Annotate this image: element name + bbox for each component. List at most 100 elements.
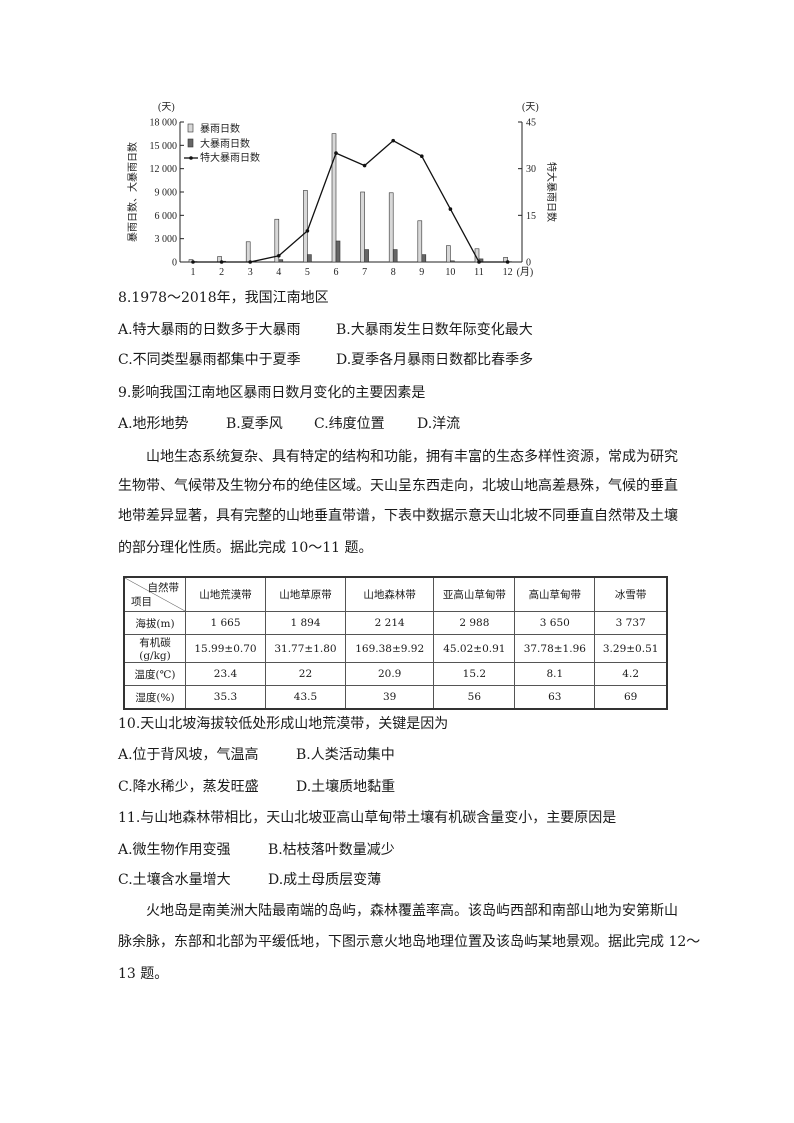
row-label: 温度(℃) xyxy=(123,662,186,686)
column-header: 山地荒漠带 xyxy=(185,576,266,612)
table-cell: 31.77±1.80 xyxy=(264,634,346,663)
table-header-row: 自然带 项目 山地荒漠带 山地草原带 山地森林带 亚高山草甸带 高山草甸带 冰雪带 xyxy=(123,576,668,612)
q9-option-d[interactable]: D.洋流 xyxy=(417,416,461,432)
table-cell: 69 xyxy=(594,685,668,710)
q9-option-c[interactable]: C.纬度位置 xyxy=(314,416,385,432)
x-tick-label: 12 xyxy=(503,267,513,278)
q8-options-row2: C.不同类型暴雨都集中于夏季 D.夏季各月暴雨日数都比春季多 xyxy=(118,350,561,370)
table-cell: 43.5 xyxy=(264,685,346,710)
table-row: 温度(℃) 23.4 22 20.9 15.2 8.1 4.2 xyxy=(123,662,668,686)
table-cell: 20.9 xyxy=(344,662,435,686)
q10-options-row1: A.位于背风坡，气温高 B.人类活动集中 xyxy=(118,745,423,765)
table-cell: 3 737 xyxy=(594,611,668,635)
x-tick-label: 6 xyxy=(334,267,339,278)
column-header: 亚高山草甸带 xyxy=(433,576,516,612)
table-cell: 8.1 xyxy=(514,662,596,686)
point-extreme-rainstorm-days xyxy=(334,151,338,155)
table-corner: 自然带 项目 xyxy=(123,576,186,612)
passage2-line: 火地岛是南美洲大陆最南端的岛屿，森林覆盖率高。该岛屿西部和南部山地为安第斯山 xyxy=(146,903,678,919)
right-axis-unit: (天) xyxy=(522,102,539,113)
right-axis-label: 特大暴雨日数 xyxy=(545,162,558,222)
point-extreme-rainstorm-days xyxy=(191,260,195,264)
bar-rainstorm-days xyxy=(245,241,251,263)
column-header: 冰雪带 xyxy=(594,576,668,612)
q10-option-c[interactable]: C.降水稀少，蒸发旺盛 xyxy=(118,779,259,795)
point-extreme-rainstorm-days xyxy=(277,253,281,258)
x-tick-label: 7 xyxy=(362,267,367,278)
x-tick-label: 5 xyxy=(305,267,310,278)
q10-option-a[interactable]: A.位于背风坡，气温高 xyxy=(118,747,259,763)
table-cell: 63 xyxy=(514,685,596,710)
q10-option-b[interactable]: B.人类活动集中 xyxy=(296,747,395,763)
bar-heavy-rainstorm-days xyxy=(421,254,427,263)
table-cell: 45.02±0.91 xyxy=(433,634,516,663)
x-tick-label: 11 xyxy=(474,267,484,278)
q8-option-a[interactable]: A.特大暴雨的日数多于大暴雨 xyxy=(118,322,301,338)
q8-stem: 8.1978～2018年，我国江南地区 xyxy=(118,290,329,306)
q9-option-b[interactable]: B.夏季风 xyxy=(226,416,283,432)
point-extreme-rainstorm-days xyxy=(420,154,424,159)
table-cell: 15.2 xyxy=(433,662,516,686)
point-extreme-rainstorm-days xyxy=(219,260,224,264)
passage1-line: 的部分理化性质。据此完成 10～11 题。 xyxy=(118,540,373,556)
x-tick-label: 8 xyxy=(391,267,396,278)
q10-stem: 10.天山北坡海拔较低处形成山地荒漠带，关键是因为 xyxy=(118,716,449,732)
bar-rainstorm-days xyxy=(417,220,423,263)
q11-option-c[interactable]: C.土壤含水量增大 xyxy=(118,872,231,888)
bar-heavy-rainstorm-days xyxy=(335,240,341,263)
point-extreme-rainstorm-days xyxy=(505,260,510,264)
table-row: 湿度(%) 35.3 43.5 39 56 63 69 xyxy=(123,685,668,710)
table-cell: 2 214 xyxy=(344,611,435,635)
bar-heavy-rainstorm-days xyxy=(278,259,284,263)
q8-option-d[interactable]: D.夏季各月暴雨日数都比春季多 xyxy=(336,352,534,368)
left-tick-label: 0 xyxy=(172,258,177,269)
q11-option-d[interactable]: D.成土母质层变薄 xyxy=(268,872,382,888)
passage1-line: 地带差异显著，具有完整的山地垂直带谱，下表中数据示意天山北坡不同垂直自然带及土壤 xyxy=(118,508,678,524)
left-tick-label: 15 000 xyxy=(150,141,178,152)
q9-option-a[interactable]: A.地形地势 xyxy=(118,416,189,432)
q11-option-b[interactable]: B.枯枝落叶数量减少 xyxy=(268,842,395,858)
passage1-line: 生物带、气候带及生物分布的绝佳区域。天山呈东西走向，北坡山地高差悬殊，气候的垂直 xyxy=(118,478,678,494)
table-cell: 2 988 xyxy=(433,611,516,635)
x-tick-label: 9 xyxy=(419,267,424,278)
x-tick-label: 10 xyxy=(445,267,455,278)
q8-options-row1: A.特大暴雨的日数多于大暴雨 B.大暴雨发生日数年际变化最大 xyxy=(118,320,561,340)
q8-option-b[interactable]: B.大暴雨发生日数年际变化最大 xyxy=(336,322,533,338)
table-cell: 37.78±1.96 xyxy=(514,634,596,663)
left-tick-label: 3 000 xyxy=(155,234,178,245)
point-extreme-rainstorm-days xyxy=(305,229,310,233)
row-label: 有机碳(g/kg) xyxy=(123,634,186,663)
row-label: 海拔(m) xyxy=(123,611,186,635)
x-axis-unit: (月) xyxy=(517,266,534,278)
bar-rainstorm-days xyxy=(360,191,365,263)
q8-option-c[interactable]: C.不同类型暴雨都集中于夏季 xyxy=(118,352,301,368)
q10-option-d[interactable]: D.土壤质地黏重 xyxy=(296,779,396,795)
table-row: 有机碳(g/kg) 15.99±0.70 31.77±1.80 169.38±9.92… xyxy=(123,634,668,663)
bar-heavy-rainstorm-days xyxy=(450,260,455,263)
table-cell: 3 650 xyxy=(514,611,596,635)
table-cell: 56 xyxy=(433,685,516,710)
left-tick-label: 18 000 xyxy=(150,118,178,129)
q10-options-row2: C.降水稀少，蒸发旺盛 D.土壤质地黏重 xyxy=(118,777,423,797)
bar-heavy-rainstorm-days xyxy=(364,249,369,263)
left-tick-label: 12 000 xyxy=(150,164,178,175)
legend-label: 大暴雨日数 xyxy=(200,137,250,150)
row-label: 湿度(%) xyxy=(123,685,186,710)
passage2-line: 13 题。 xyxy=(118,966,169,982)
q11-option-a[interactable]: A.微生物作用变强 xyxy=(118,842,231,858)
point-extreme-rainstorm-days xyxy=(477,260,481,264)
table-cell: 23.4 xyxy=(185,662,266,686)
passage2-line: 脉余脉，东部和北部为平缓低地，下图示意火地岛地理位置及该岛屿某地景观。据此完成 … xyxy=(118,934,701,950)
bar-heavy-rainstorm-days xyxy=(307,254,312,263)
x-tick-label: 1 xyxy=(191,267,196,278)
legend-label: 特大暴雨日数 xyxy=(200,151,260,164)
bar-rainstorm-days xyxy=(331,133,337,263)
table-cell: 4.2 xyxy=(594,662,668,686)
x-tick-label: 4 xyxy=(276,267,281,278)
table-cell: 3.29±0.51 xyxy=(594,634,668,663)
bar-rainstorm-days xyxy=(388,192,394,263)
table-row: 海拔(m) 1 665 1 894 2 214 2 988 3 650 3 737 xyxy=(123,611,668,635)
table-cell: 39 xyxy=(344,685,435,710)
bar-rainstorm-days xyxy=(303,190,308,263)
right-tick-label: 0 xyxy=(526,258,531,269)
